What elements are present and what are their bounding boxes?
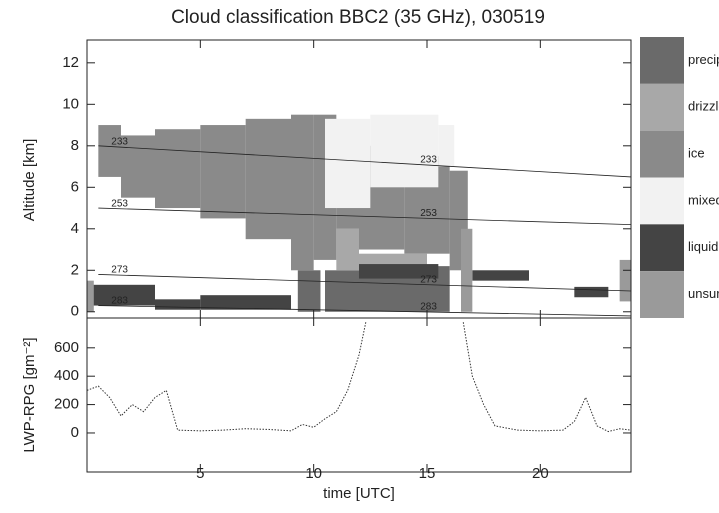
y-tick-label: 6 bbox=[71, 178, 79, 195]
legend-swatch bbox=[640, 177, 684, 225]
contour-label: 233 bbox=[111, 137, 128, 148]
legend-label: unsure bbox=[688, 286, 719, 301]
y-tick-label: 0 bbox=[71, 424, 79, 441]
class-region bbox=[325, 118, 371, 209]
x-tick-label: 5 bbox=[196, 465, 204, 482]
contour-label: 253 bbox=[420, 208, 437, 219]
x-axis-label: time [UTC] bbox=[323, 485, 395, 502]
legend-label: ice bbox=[688, 146, 705, 161]
legend-label: liquid bbox=[688, 239, 718, 254]
class-region bbox=[461, 228, 473, 312]
x-tick-label: 20 bbox=[532, 465, 549, 482]
class-region bbox=[87, 280, 94, 312]
y-tick-label: 2 bbox=[71, 261, 79, 278]
contour bbox=[98, 274, 632, 292]
legend-swatch bbox=[640, 83, 684, 131]
class-region bbox=[98, 125, 121, 177]
y-tick-label: 12 bbox=[62, 54, 79, 71]
y-tick-label: 0 bbox=[71, 303, 79, 320]
class-region bbox=[438, 125, 455, 167]
contour-label: 283 bbox=[420, 302, 437, 313]
class-region bbox=[200, 125, 246, 219]
class-region bbox=[200, 295, 291, 310]
y-axis-label: Altitude [km] bbox=[21, 139, 38, 222]
class-region bbox=[472, 270, 529, 281]
class-region bbox=[121, 135, 155, 198]
y-tick-label: 10 bbox=[62, 95, 79, 112]
contour-label: 273 bbox=[420, 274, 437, 285]
y-tick-label: 8 bbox=[71, 137, 79, 154]
legend-label: drizzle bbox=[688, 99, 719, 114]
y-tick-label: 200 bbox=[54, 396, 79, 413]
contour-label: 273 bbox=[111, 265, 128, 276]
plot-frame bbox=[86, 317, 632, 473]
class-region bbox=[87, 284, 155, 306]
lwp-line bbox=[86, 322, 632, 433]
y-tick-label: 4 bbox=[71, 220, 79, 237]
class-region bbox=[370, 114, 439, 188]
x-tick-label: 15 bbox=[419, 465, 436, 482]
contour bbox=[98, 305, 632, 317]
class-region bbox=[359, 264, 439, 279]
class-region bbox=[155, 299, 201, 310]
y-tick-label: 400 bbox=[54, 367, 79, 384]
chart-title: Cloud classification BBC2 (35 GHz), 0305… bbox=[171, 7, 545, 28]
class-region bbox=[245, 118, 291, 240]
contour bbox=[98, 145, 632, 178]
y-axis-label: LWP-RPG [gm⁻²] bbox=[21, 337, 38, 452]
legend-swatch bbox=[640, 271, 684, 318]
class-region bbox=[619, 259, 631, 302]
legend-swatch bbox=[640, 224, 684, 272]
legend-label: precip. bbox=[688, 52, 719, 67]
contour bbox=[98, 207, 632, 226]
class-region bbox=[155, 129, 201, 209]
class-region bbox=[574, 286, 609, 298]
legend-swatch bbox=[640, 130, 684, 178]
y-tick-label: 600 bbox=[54, 339, 79, 356]
contour-label: 253 bbox=[111, 198, 128, 209]
legend-label: mixed bbox=[688, 192, 719, 207]
class-region bbox=[336, 228, 359, 271]
x-tick-label: 10 bbox=[305, 465, 322, 482]
class-region bbox=[297, 270, 321, 312]
class-region bbox=[325, 270, 359, 312]
legend-swatch bbox=[640, 37, 684, 84]
class-region bbox=[291, 114, 314, 271]
contour-label: 233 bbox=[420, 155, 437, 166]
contour-label: 283 bbox=[111, 296, 128, 307]
